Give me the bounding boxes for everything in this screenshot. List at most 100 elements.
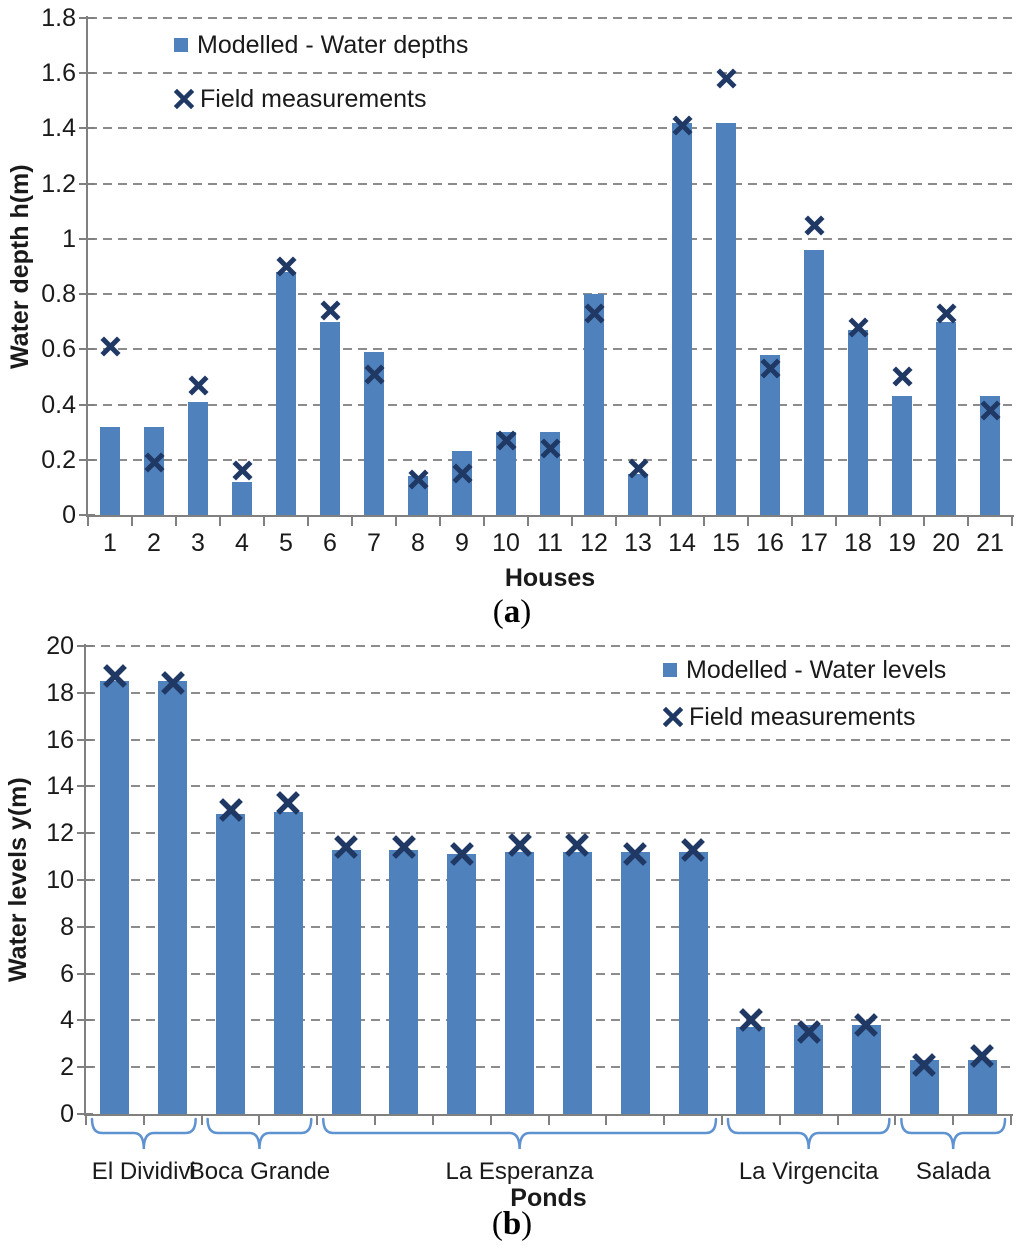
field-measurement-marker <box>738 1008 763 1033</box>
field-measurement-marker <box>539 438 561 459</box>
x-axis-tick <box>952 1116 955 1125</box>
modelled-bar <box>716 122 736 515</box>
x-category-label: 6 <box>323 529 337 557</box>
x-axis-tick <box>527 517 529 526</box>
legend-item-modelled-water-depths: Modelled - Water depths <box>174 31 468 59</box>
gridline <box>86 691 1011 694</box>
x-axis-tick <box>659 517 661 526</box>
modelled-bar <box>804 249 824 515</box>
chart-a-x-axis-title: Houses <box>504 564 596 592</box>
field-measurement-marker <box>407 469 429 490</box>
field-measurement-marker <box>449 842 474 867</box>
legend-item-modelled-water-levels: Modelled - Water levels <box>663 656 946 684</box>
x-axis-tick <box>1011 517 1013 526</box>
gridline <box>88 17 1012 19</box>
field-measurement-marker <box>319 300 341 321</box>
x-axis-tick <box>175 517 177 526</box>
y-tick-label: 18 <box>46 678 74 707</box>
gridline <box>88 127 1012 130</box>
modelled-bar <box>678 851 708 1114</box>
x-category-label: 8 <box>411 529 425 557</box>
bar-swatch-icon <box>174 38 188 52</box>
x-axis-tick <box>615 517 617 526</box>
x-axis-tick <box>483 517 485 526</box>
modelled-bar <box>389 849 419 1114</box>
field-measurement-marker <box>103 664 127 689</box>
field-measurement-marker <box>231 460 253 481</box>
field-measurement-marker <box>451 463 473 484</box>
x-axis-tick <box>778 1116 781 1125</box>
field-measurement-marker <box>627 458 649 479</box>
y-tick-label: 2 <box>60 1053 74 1082</box>
x-category-label: 11 <box>537 529 563 557</box>
y-tick-label: 8 <box>60 912 74 941</box>
x-category-label: 17 <box>800 529 828 557</box>
modelled-bar <box>320 321 340 515</box>
subfigure-caption-a: (a) <box>0 594 1024 631</box>
x-axis-tick <box>923 517 925 526</box>
modelled-bar <box>100 426 120 515</box>
x-axis-tick <box>791 517 793 526</box>
x-axis-tick <box>835 517 837 526</box>
field-measurement-marker <box>935 303 957 324</box>
group-label: Boca Grande <box>188 1158 331 1185</box>
caption-paren: ( <box>491 1206 503 1242</box>
y-axis-line <box>86 16 88 517</box>
caption-letter: b <box>502 1206 522 1242</box>
field-measurement-marker <box>891 366 913 387</box>
legend-label: Field measurements <box>689 702 916 731</box>
modelled-bar <box>909 1060 939 1114</box>
y-tick-label: 0 <box>60 1100 74 1128</box>
y-tick-label: 0.8 <box>41 280 76 309</box>
modelled-bar <box>936 321 956 515</box>
chart-b-x-axis-title: Ponds <box>510 1184 587 1212</box>
modelled-bar <box>447 854 477 1114</box>
y-tick-label: 1.4 <box>41 114 76 143</box>
gridline <box>86 738 1011 741</box>
field-measurement-marker <box>495 430 517 451</box>
x-axis-tick <box>263 517 265 526</box>
caption-paren: ( <box>492 594 504 630</box>
x-axis-tick <box>316 1116 319 1125</box>
group-label: El Dividivi <box>91 1158 196 1185</box>
x-category-label: 1 <box>103 529 117 557</box>
x-axis-tick <box>879 517 881 526</box>
x-axis-tick <box>351 517 353 526</box>
modelled-bar <box>562 851 592 1114</box>
y-tick-label: 1.6 <box>41 59 76 88</box>
field-measurement-marker <box>759 358 781 379</box>
x-category-label: 21 <box>976 529 1004 557</box>
field-measurement-marker <box>796 1020 821 1044</box>
field-measurement-marker <box>912 1052 937 1077</box>
x-axis-tick <box>87 517 89 526</box>
modelled-bar <box>892 396 912 515</box>
field-measurement-marker <box>623 842 648 867</box>
field-measurement-marker <box>363 364 385 385</box>
x-axis-tick <box>307 517 309 526</box>
group-label: Salada <box>915 1158 991 1185</box>
x-axis-tick <box>439 517 441 526</box>
y-tick-label: 0 <box>62 501 76 529</box>
gridline <box>88 403 1012 406</box>
x-axis-tick <box>395 517 397 526</box>
modelled-bar <box>273 812 303 1114</box>
x-marker-glyph <box>663 707 683 727</box>
y-tick-label: 1 <box>62 224 76 253</box>
x-axis-tick <box>605 1116 608 1125</box>
y-tick-label: 1.8 <box>41 4 76 32</box>
modelled-bar <box>232 481 252 515</box>
field-measurement-marker <box>275 256 297 277</box>
caption-paren: ) <box>520 594 532 630</box>
group-brace <box>322 1117 718 1150</box>
modelled-bar <box>100 681 130 1114</box>
x-marker-glyph <box>174 89 194 109</box>
x-axis-tick <box>663 1116 666 1125</box>
gridline <box>88 293 1012 296</box>
y-tick-label: 1.2 <box>41 169 76 198</box>
x-category-label: 13 <box>624 529 652 557</box>
gridline <box>88 72 1012 75</box>
y-tick-label: 12 <box>46 819 74 848</box>
y-tick-label: 0.6 <box>41 335 76 364</box>
y-tick-label: 6 <box>60 959 74 988</box>
